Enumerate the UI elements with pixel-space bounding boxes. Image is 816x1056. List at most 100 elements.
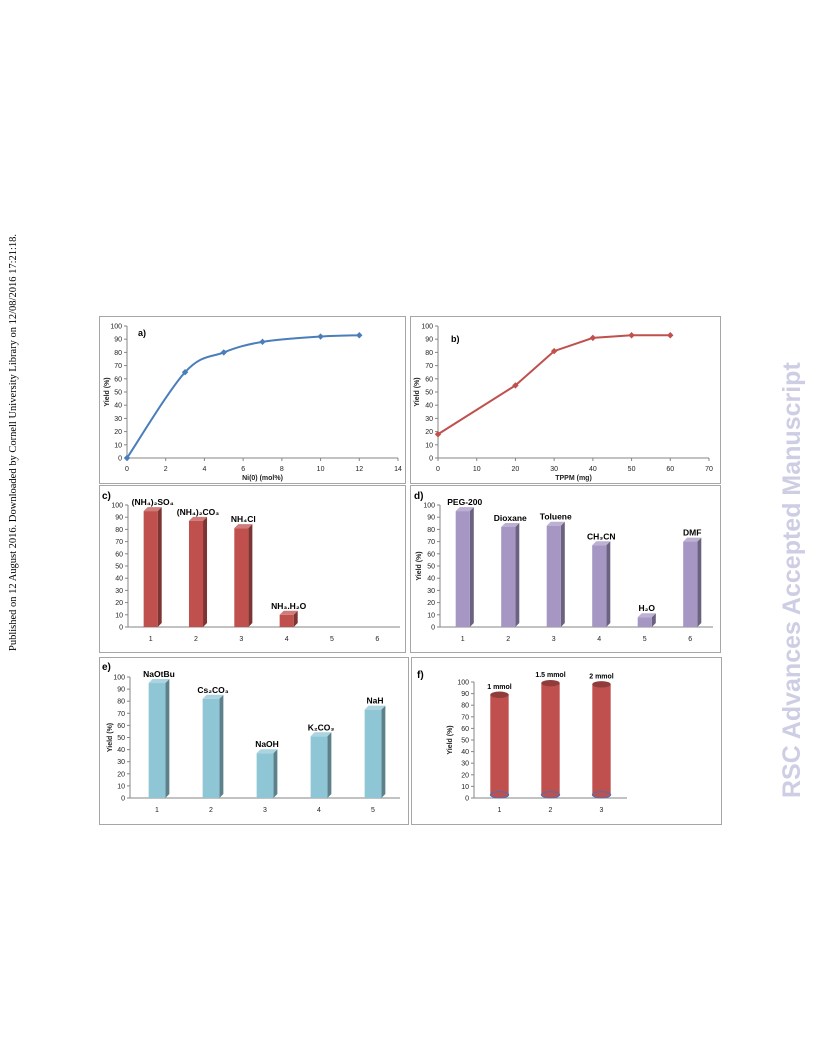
y-tick-label: 30 [117, 759, 125, 766]
x-tick-label: 60 [666, 466, 674, 473]
x-tick-label: 5 [371, 807, 375, 814]
x-tick-label: 5 [643, 636, 647, 643]
y-tick-label: 50 [461, 738, 469, 745]
data-point [628, 332, 635, 339]
y-tick-label: 80 [425, 350, 433, 357]
bar [364, 709, 382, 798]
x-tick-label: 0 [125, 466, 129, 473]
y-tick-label: 80 [461, 703, 469, 710]
bar-top [279, 610, 298, 615]
y-tick-label: 20 [117, 771, 125, 778]
y-axis-title: Yield (%) [416, 551, 423, 580]
x-tick-label: 2 [164, 466, 168, 473]
bar-data-label: Cs₂CO₃ [197, 685, 228, 695]
y-tick-label: 70 [114, 363, 122, 370]
bar-data-label: NaOH [255, 739, 279, 749]
bar [202, 698, 220, 798]
y-tick-label: 100 [423, 503, 435, 510]
bar-base [591, 791, 612, 799]
panel-label: c) [102, 491, 111, 502]
x-tick-label: 12 [355, 466, 363, 473]
y-tick-label: 10 [117, 783, 125, 790]
panel-label: f) [417, 670, 424, 681]
bar-top [683, 537, 702, 542]
x-tick-label: 5 [330, 636, 334, 643]
bar-base [489, 791, 510, 799]
y-tick-label: 30 [461, 761, 469, 768]
bar-side [293, 610, 298, 627]
chart-panel-c: 0 10 20 30 40 50 60 70 80 90 100 c) 1 (NH₄)₂SO₄ 2 (NH₄)… [99, 485, 406, 653]
y-tick-label: 30 [115, 588, 123, 595]
y-tick-label: 10 [461, 784, 469, 791]
x-tick-label: 2 [194, 636, 198, 643]
y-tick-label: 0 [118, 456, 122, 463]
y-tick-label: 40 [117, 747, 125, 754]
chart-f-svg: 0 10 20 30 40 50 60 70 80 90 100 Yield (%) f) 1 1 mmol… [417, 670, 627, 814]
x-tick-label: 70 [705, 466, 713, 473]
bar [501, 526, 516, 627]
bar [490, 694, 509, 798]
y-tick-label: 80 [115, 527, 123, 534]
y-tick-label: 30 [425, 416, 433, 423]
bar-top [541, 679, 560, 687]
chart-panel-e: 0 10 20 30 40 50 60 70 80 90 100 Yield (%) e) 1 NaOtBu… [99, 657, 409, 825]
x-tick-label: 4 [285, 636, 289, 643]
y-tick-label: 0 [121, 796, 125, 803]
bar-data-label: CH₃CN [587, 531, 615, 541]
chart-panel-a: 0 10 20 30 40 50 60 70 80 90 100 Yield (%) 0 2 4 6 8 10 12… [99, 316, 406, 484]
bar-data-label: PEG-200 [447, 497, 482, 507]
y-tick-label: 70 [461, 714, 469, 721]
panel-label: a) [138, 328, 146, 338]
chart-a-svg: 0 10 20 30 40 50 60 70 80 90 100 Yield (%) 0 2 4 6 8 10 12… [104, 324, 402, 483]
bar-data-label: 2 mmol [589, 673, 614, 680]
x-tick-label: 8 [280, 466, 284, 473]
chart-d-svg: 0 10 20 30 40 50 60 70 80 90 100 Yield (%) d) 1 PEG-20… [414, 491, 713, 643]
y-tick-label: 20 [461, 772, 469, 779]
y-tick-label: 40 [427, 576, 435, 583]
bar-top [310, 732, 332, 737]
bar [148, 683, 166, 798]
x-tick-label: 4 [202, 466, 206, 473]
bar-side [651, 613, 656, 627]
x-tick-label: 2 [209, 807, 213, 814]
y-tick-label: 60 [425, 376, 433, 383]
bar-top [455, 507, 474, 512]
bar-top [234, 524, 253, 529]
x-tick-label: 6 [241, 466, 245, 473]
bar-data-label: NaH [366, 696, 383, 706]
bar [683, 541, 698, 627]
y-tick-label: 20 [425, 429, 433, 436]
x-tick-label: 1 [461, 636, 465, 643]
panel-label: b) [451, 334, 460, 344]
data-point [434, 431, 442, 438]
y-tick-label: 20 [115, 600, 123, 607]
bar-top [592, 681, 611, 688]
y-tick-label: 90 [117, 687, 125, 694]
y-tick-label: 60 [461, 726, 469, 733]
bar-data-label: K₂CO₃ [308, 722, 335, 732]
y-tick-label: 60 [115, 551, 123, 558]
y-tick-label: 20 [114, 429, 122, 436]
bar-top [364, 705, 386, 710]
bar [637, 617, 652, 627]
bar-side [469, 507, 474, 627]
y-tick-label: 70 [425, 363, 433, 370]
bar-data-label: H₂O [638, 603, 655, 613]
y-tick-label: 40 [114, 403, 122, 410]
bar-side [273, 749, 278, 798]
bar-top [256, 749, 278, 754]
y-tick-label: 60 [427, 551, 435, 558]
y-tick-label: 0 [119, 625, 123, 632]
bar-data-label: Toluene [540, 512, 572, 522]
y-tick-label: 10 [427, 612, 435, 619]
data-point [512, 382, 519, 389]
bar-top [501, 522, 520, 527]
x-tick-label: 3 [239, 636, 243, 643]
bar-data-label: 1.5 mmol [535, 672, 565, 679]
bar [143, 511, 158, 627]
y-tick-label: 70 [427, 539, 435, 546]
y-tick-label: 90 [115, 515, 123, 522]
y-tick-label: 50 [114, 390, 122, 397]
bar-data-label: (NH₄)₂CO₃ [177, 507, 220, 517]
